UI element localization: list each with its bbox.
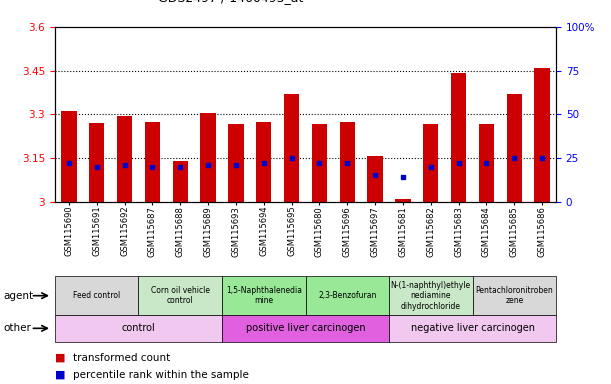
Bar	[340, 121, 355, 202]
Bar	[139, 276, 222, 315]
Bar	[200, 113, 216, 202]
Bar	[507, 94, 522, 202]
Bar	[172, 161, 188, 202]
Text: Corn oil vehicle
control: Corn oil vehicle control	[151, 286, 210, 305]
Bar	[284, 94, 299, 202]
Text: 1,5-Naphthalenedia
mine: 1,5-Naphthalenedia mine	[225, 286, 302, 305]
Bar	[389, 315, 556, 342]
Bar	[389, 276, 472, 315]
Bar	[89, 123, 104, 202]
Bar	[395, 199, 411, 202]
Bar	[312, 124, 327, 202]
Bar	[55, 315, 222, 342]
Bar	[256, 121, 271, 202]
Text: Feed control: Feed control	[73, 291, 120, 300]
Text: ■: ■	[55, 370, 69, 380]
Text: ■: ■	[55, 353, 69, 363]
Text: transformed count: transformed count	[73, 353, 170, 363]
Bar	[117, 116, 132, 202]
Bar	[222, 315, 389, 342]
Text: agent: agent	[3, 291, 33, 301]
Bar	[479, 124, 494, 202]
Text: 2,3-Benzofuran: 2,3-Benzofuran	[318, 291, 376, 300]
Bar	[367, 156, 382, 202]
Text: other: other	[3, 323, 31, 333]
Text: Pentachloronitroben
zene: Pentachloronitroben zene	[475, 286, 553, 305]
Bar	[229, 124, 244, 202]
Text: GDS2497 / 1460493_at: GDS2497 / 1460493_at	[158, 0, 303, 4]
Bar	[222, 276, 306, 315]
Bar	[535, 68, 550, 202]
Bar	[451, 73, 466, 202]
Text: positive liver carcinogen: positive liver carcinogen	[246, 323, 365, 333]
Text: percentile rank within the sample: percentile rank within the sample	[73, 370, 249, 380]
Text: negative liver carcinogen: negative liver carcinogen	[411, 323, 535, 333]
Bar	[61, 111, 76, 202]
Text: N-(1-naphthyl)ethyle
nediamine
dihydrochloride: N-(1-naphthyl)ethyle nediamine dihydroch…	[390, 281, 471, 311]
Bar	[306, 276, 389, 315]
Bar	[55, 276, 139, 315]
Bar	[423, 124, 439, 202]
Text: control: control	[122, 323, 155, 333]
Bar	[472, 276, 556, 315]
Bar	[145, 121, 160, 202]
